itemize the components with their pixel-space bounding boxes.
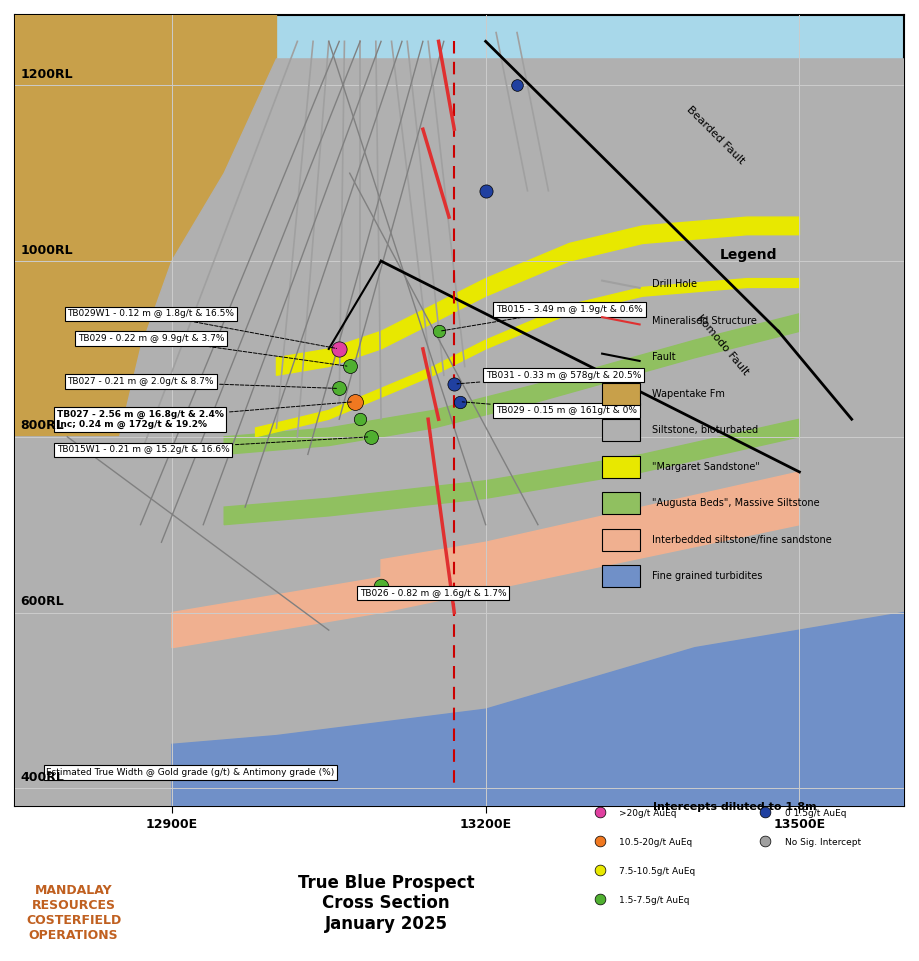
Point [431, 324, 446, 339]
Text: 400RL: 400RL [20, 771, 64, 784]
Point [343, 358, 357, 374]
Text: 1000RL: 1000RL [20, 244, 73, 257]
Text: 1200RL: 1200RL [20, 68, 73, 81]
Point [332, 341, 346, 357]
Point [592, 833, 607, 849]
Polygon shape [277, 217, 800, 376]
Text: No Sig. Intercept: No Sig. Intercept [785, 838, 861, 848]
Text: 800RL: 800RL [20, 419, 64, 432]
Text: Fault: Fault [652, 353, 675, 362]
Text: Estimated True Width @ Gold grade (g/t) & Antimony grade (%): Estimated True Width @ Gold grade (g/t) … [46, 768, 335, 777]
Point [353, 411, 368, 427]
Text: 1.5-7.5g/t AuEq: 1.5-7.5g/t AuEq [619, 896, 690, 905]
Text: TB029W1 - 0.12 m @ 1.8g/t & 16.5%: TB029W1 - 0.12 m @ 1.8g/t & 16.5% [67, 309, 336, 349]
Text: TB026 - 0.82 m @ 1.6g/t & 1.7%: TB026 - 0.82 m @ 1.6g/t & 1.7% [360, 586, 506, 598]
Text: 0 1.5g/t AuEq: 0 1.5g/t AuEq [785, 809, 846, 819]
Point [478, 183, 493, 198]
Text: "Augusta Beds", Massive Siltstone: "Augusta Beds", Massive Siltstone [652, 499, 820, 508]
Text: Fine grained turbidites: Fine grained turbidites [652, 572, 763, 581]
Text: >20g/t AuEq: >20g/t AuEq [619, 809, 677, 819]
Bar [15, 15, 904, 59]
Polygon shape [224, 419, 800, 525]
Text: Drill Hole: Drill Hole [652, 280, 698, 289]
Text: Interbedded siltstone/fine sandstone: Interbedded siltstone/fine sandstone [652, 535, 832, 545]
Polygon shape [224, 314, 800, 455]
Point [592, 891, 607, 906]
Point [592, 862, 607, 877]
Polygon shape [15, 15, 277, 437]
Point [757, 833, 772, 849]
Point [332, 381, 346, 396]
Polygon shape [15, 59, 904, 806]
Text: TB015W1 - 0.21 m @ 15.2g/t & 16.6%: TB015W1 - 0.21 m @ 15.2g/t & 16.6% [57, 437, 368, 455]
Text: True Blue Prospect
Cross Section
January 2025: True Blue Prospect Cross Section January… [298, 874, 474, 933]
Text: Mineralised Structure: Mineralised Structure [652, 316, 757, 326]
Text: Legend: Legend [720, 248, 777, 261]
Point [374, 579, 389, 594]
Point [592, 804, 607, 820]
Polygon shape [381, 472, 800, 578]
Point [510, 78, 525, 93]
FancyBboxPatch shape [602, 565, 640, 587]
FancyBboxPatch shape [602, 529, 640, 551]
Text: TB027 - 2.56 m @ 16.8g/t & 2.4%
Inc; 0.24 m @ 172g/t & 19.2%: TB027 - 2.56 m @ 16.8g/t & 2.4% Inc; 0.2… [57, 402, 352, 429]
Polygon shape [15, 15, 904, 59]
Text: Siltstone, bioturbated: Siltstone, bioturbated [652, 426, 758, 435]
Text: Bearded Fault: Bearded Fault [685, 105, 746, 166]
FancyBboxPatch shape [602, 492, 640, 514]
Point [363, 430, 378, 445]
Point [452, 394, 467, 409]
Text: TB015 - 3.49 m @ 1.9g/t & 0.6%: TB015 - 3.49 m @ 1.9g/t & 0.6% [441, 305, 643, 331]
Text: Intercepts diluted to 1.8m: Intercepts diluted to 1.8m [653, 802, 817, 812]
Text: Komodo Fault: Komodo Fault [695, 313, 751, 378]
FancyBboxPatch shape [602, 456, 640, 478]
Text: MANDALAY
RESOURCES
COSTERFIELD
OPERATIONS: MANDALAY RESOURCES COSTERFIELD OPERATION… [26, 884, 121, 942]
Text: 7.5-10.5g/t AuEq: 7.5-10.5g/t AuEq [619, 867, 696, 876]
Point [447, 377, 461, 392]
Text: 10.5-20g/t AuEq: 10.5-20g/t AuEq [619, 838, 693, 848]
FancyBboxPatch shape [602, 419, 640, 441]
Text: 600RL: 600RL [20, 595, 64, 608]
Point [347, 394, 362, 409]
Text: TB029 - 0.22 m @ 9.9g/t & 3.7%: TB029 - 0.22 m @ 9.9g/t & 3.7% [78, 333, 347, 366]
Polygon shape [15, 15, 904, 806]
Text: TB029 - 0.15 m @ 161g/t & 0%: TB029 - 0.15 m @ 161g/t & 0% [462, 402, 637, 415]
Text: TB027 - 0.21 m @ 2.0g/t & 8.7%: TB027 - 0.21 m @ 2.0g/t & 8.7% [67, 377, 336, 388]
Text: Wapentake Fm: Wapentake Fm [652, 389, 725, 399]
Text: TB031 - 0.33 m @ 578g/t & 20.5%: TB031 - 0.33 m @ 578g/t & 20.5% [457, 371, 641, 383]
Polygon shape [172, 489, 800, 648]
FancyBboxPatch shape [602, 382, 640, 405]
Polygon shape [172, 612, 904, 806]
Polygon shape [255, 279, 800, 437]
Text: "Margaret Sandstone": "Margaret Sandstone" [652, 462, 760, 472]
Point [757, 804, 772, 820]
